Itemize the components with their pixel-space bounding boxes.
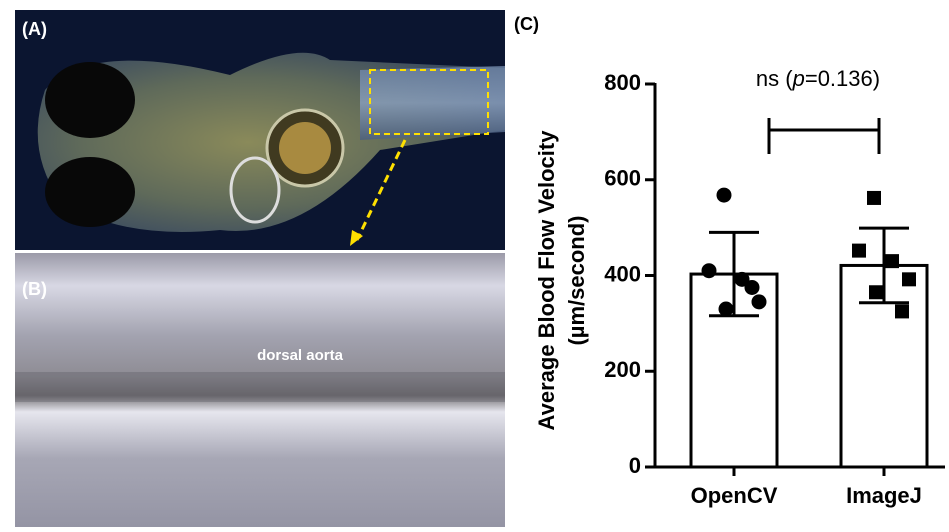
y-tick-label: 400 xyxy=(604,261,641,286)
data-point xyxy=(869,285,883,299)
y-axis-label: (µm/second) xyxy=(564,215,589,345)
panel-label: (B) xyxy=(22,279,47,299)
panel-label: (A) xyxy=(22,19,47,39)
data-point xyxy=(902,272,916,286)
annotation: dorsal aorta xyxy=(257,347,344,364)
data-point xyxy=(702,263,717,278)
y-axis-label: Average Blood Flow Velocity xyxy=(534,130,559,431)
data-point xyxy=(852,244,866,258)
y-tick-label: 0 xyxy=(629,453,641,478)
panel-a: (A) xyxy=(15,10,505,250)
figure: (A) (B) dorsal aorta (C) 0 200 400 600 800 Av… xyxy=(0,0,949,527)
data-point xyxy=(867,191,881,205)
data-point xyxy=(752,294,767,309)
data-point xyxy=(745,280,760,295)
x-tick-label: OpenCV xyxy=(691,483,778,508)
data-point xyxy=(885,254,899,268)
y-tick-label: 800 xyxy=(604,70,641,95)
significance-label: ns (p=0.136) xyxy=(756,66,880,91)
data-point xyxy=(717,188,732,203)
panel-label: (C) xyxy=(514,14,539,34)
significance-part: p xyxy=(792,66,805,91)
x-tick-label: ImageJ xyxy=(846,483,922,508)
chart: 0 200 400 600 800 Average Blood Flow Velocity… xyxy=(534,66,945,508)
data-point xyxy=(719,302,734,317)
significance-part: ns ( xyxy=(756,66,793,91)
y-tick-label: 200 xyxy=(604,357,641,382)
data-point xyxy=(895,304,909,318)
significance-part: =0.136) xyxy=(805,66,880,91)
y-tick-label: 600 xyxy=(604,166,641,191)
panel-b: (B) dorsal aorta xyxy=(15,253,505,527)
